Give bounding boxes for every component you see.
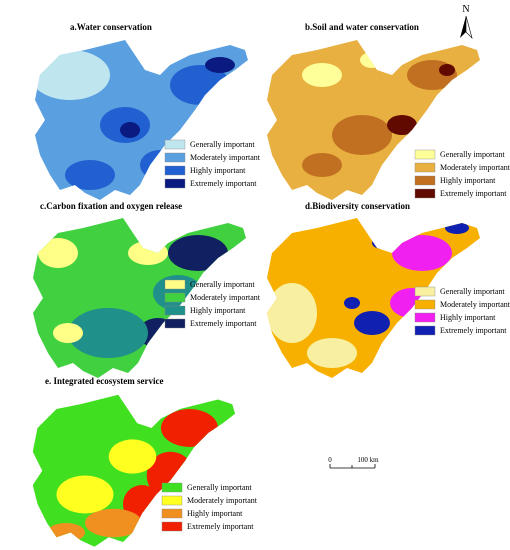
map-region xyxy=(85,508,142,538)
map-region xyxy=(53,323,83,343)
map-region xyxy=(267,283,317,343)
map-region xyxy=(332,115,392,155)
legend-label: Moderately important xyxy=(440,300,510,309)
legend-label: Moderately important xyxy=(190,293,261,302)
map-region xyxy=(307,338,357,368)
map-region xyxy=(445,222,469,234)
legend-swatch xyxy=(414,149,436,160)
map xyxy=(267,218,480,378)
legend-label: Extremely important xyxy=(440,189,507,198)
legend-label: Highly important xyxy=(440,313,496,322)
legend-label: Extremely important xyxy=(440,326,507,335)
legend-swatch xyxy=(414,312,436,323)
legend-label: Extremely important xyxy=(187,522,254,531)
legend-swatch xyxy=(164,305,186,316)
legend-label: Moderately important xyxy=(187,496,258,505)
map-region xyxy=(439,64,455,76)
map-region xyxy=(392,235,452,271)
map-region xyxy=(302,153,342,177)
legend-swatch xyxy=(414,188,436,199)
legend-swatch xyxy=(414,162,436,173)
map-region xyxy=(161,409,219,447)
scale-bar: 0 100 km xyxy=(328,456,379,469)
panel: e. Integrated ecosystem service Generally… xyxy=(32,376,258,547)
legend-label: Moderately important xyxy=(190,153,261,162)
panel-title: d.Biodiversity conservation xyxy=(305,201,410,211)
legend-swatch xyxy=(164,279,186,290)
legend-swatch xyxy=(161,508,183,519)
legend-label: Highly important xyxy=(190,166,246,175)
panel: d.Biodiversity conservation Generally imp… xyxy=(267,201,510,378)
legend-swatch xyxy=(414,286,436,297)
legend-label: Generally important xyxy=(440,150,505,159)
legend-swatch xyxy=(414,299,436,310)
legend-label: Generally important xyxy=(190,140,255,149)
panel: c.Carbon fixation and oxygen release Gene… xyxy=(33,201,261,378)
legend-swatch xyxy=(164,165,186,176)
map-region xyxy=(128,241,168,265)
legend-swatch xyxy=(414,325,436,336)
legend-swatch xyxy=(161,521,183,532)
legend-swatch xyxy=(161,482,183,493)
map-region xyxy=(344,297,360,309)
map-region xyxy=(387,115,417,135)
map-region xyxy=(68,308,148,358)
legend-swatch xyxy=(164,318,186,329)
map-fill xyxy=(267,218,480,378)
panel-title: a.Water conservation xyxy=(70,22,152,32)
map-region xyxy=(38,238,78,268)
legend-label: Highly important xyxy=(440,176,496,185)
legend-swatch xyxy=(164,178,186,189)
panel: a.Water conservation Generally important M… xyxy=(35,22,261,200)
north-label: N xyxy=(462,4,469,15)
panel-title: b.Soil and water conservation xyxy=(305,22,419,32)
panel: b.Soil and water conservation Generally i… xyxy=(267,22,510,200)
legend-label: Highly important xyxy=(190,306,246,315)
legend-label: Extremely important xyxy=(190,319,257,328)
legend-swatch xyxy=(164,152,186,163)
map-region xyxy=(47,523,85,542)
panel-title: e. Integrated ecosystem service xyxy=(45,376,163,386)
map-region xyxy=(65,160,115,190)
legend-label: Generally important xyxy=(190,280,255,289)
legend-swatch xyxy=(414,175,436,186)
scale-end: 100 km xyxy=(357,456,379,464)
panel-title: c.Carbon fixation and oxygen release xyxy=(40,201,182,211)
legend-label: Highly important xyxy=(187,509,243,518)
map-region xyxy=(120,122,140,138)
map-region xyxy=(168,235,228,271)
map-region xyxy=(360,52,384,68)
legend-swatch xyxy=(164,292,186,303)
map-region xyxy=(56,475,114,514)
map-region xyxy=(35,50,110,100)
legend-swatch xyxy=(161,495,183,506)
map-region xyxy=(302,63,342,87)
map-region xyxy=(108,439,157,474)
map-region xyxy=(372,237,392,249)
scale-start: 0 xyxy=(328,456,332,464)
legend-label: Generally important xyxy=(440,287,505,296)
legend-label: Generally important xyxy=(187,483,252,492)
map-region xyxy=(354,311,390,335)
legend-swatch xyxy=(164,139,186,150)
legend-label: Moderately important xyxy=(440,163,510,172)
map-region xyxy=(205,57,235,73)
north-arrow: N xyxy=(460,4,473,40)
legend-label: Extremely important xyxy=(190,179,257,188)
